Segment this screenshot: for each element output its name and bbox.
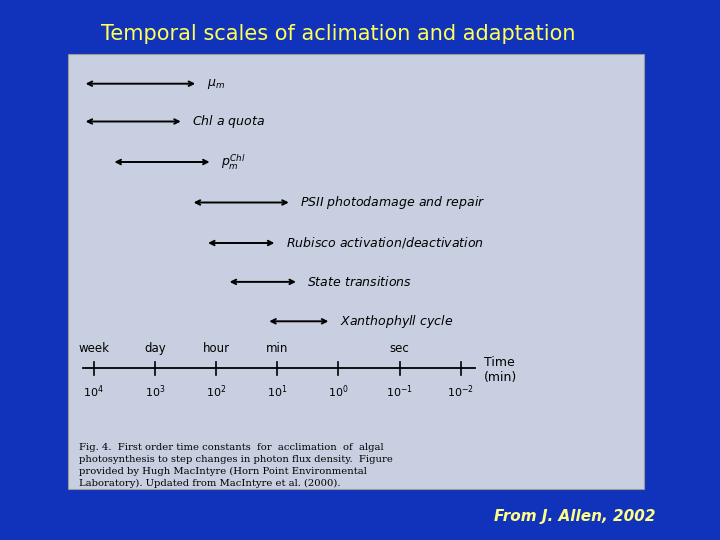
Text: $Rubisco\ activation/deactivation$: $Rubisco\ activation/deactivation$ bbox=[286, 235, 484, 251]
Text: From J. Allen, 2002: From J. Allen, 2002 bbox=[494, 509, 655, 524]
Text: $10^3$: $10^3$ bbox=[145, 383, 165, 400]
FancyBboxPatch shape bbox=[68, 54, 644, 489]
Text: $\mu_m$: $\mu_m$ bbox=[207, 77, 225, 91]
Text: Time: Time bbox=[484, 356, 515, 369]
Text: $PSII\ photodamage\ and\ repair$: $PSII\ photodamage\ and\ repair$ bbox=[300, 194, 485, 211]
Text: $10^1$: $10^1$ bbox=[267, 383, 287, 400]
Text: sec: sec bbox=[390, 342, 410, 355]
Text: $State\ transitions$: $State\ transitions$ bbox=[307, 275, 413, 289]
Text: $10^{-2}$: $10^{-2}$ bbox=[447, 383, 474, 400]
Text: $10^2$: $10^2$ bbox=[206, 383, 226, 400]
Text: day: day bbox=[144, 342, 166, 355]
Text: hour: hour bbox=[202, 342, 230, 355]
Text: (min): (min) bbox=[484, 372, 517, 384]
Text: week: week bbox=[78, 342, 109, 355]
Text: Fig. 4.  First order time constants  for  acclimation  of  algal
photosynthesis : Fig. 4. First order time constants for a… bbox=[79, 443, 393, 488]
Text: $Chl\ a\ quota$: $Chl\ a\ quota$ bbox=[192, 113, 266, 130]
Text: $10^4$: $10^4$ bbox=[84, 383, 104, 400]
Text: $10^0$: $10^0$ bbox=[328, 383, 348, 400]
Text: $10^{-1}$: $10^{-1}$ bbox=[386, 383, 413, 400]
Text: Temporal scales of aclimation and adaptation: Temporal scales of aclimation and adapta… bbox=[101, 24, 575, 44]
Text: $p_m^{Chl}$: $p_m^{Chl}$ bbox=[221, 152, 246, 172]
Text: $Xanthophyll\ cycle$: $Xanthophyll\ cycle$ bbox=[340, 313, 453, 330]
Text: min: min bbox=[266, 342, 289, 355]
